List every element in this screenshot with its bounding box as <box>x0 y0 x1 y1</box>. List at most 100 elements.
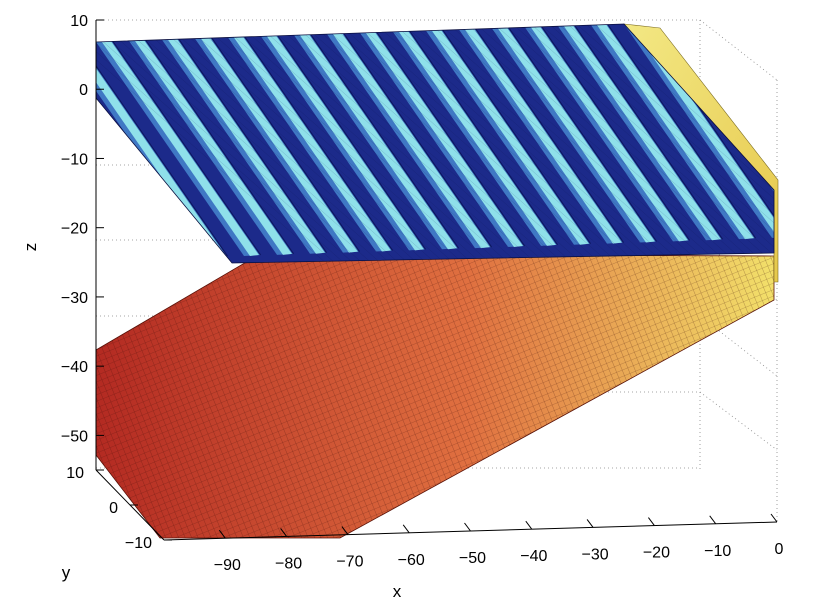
mesh-line <box>128 40 389 263</box>
x-tick-mark <box>648 517 655 526</box>
mesh-line <box>243 36 504 263</box>
ridge-edge <box>376 31 525 247</box>
ridge-edge <box>277 35 426 250</box>
mesh-line <box>498 27 759 258</box>
mesh-line <box>216 37 477 263</box>
x-tick-label: −80 <box>275 555 302 572</box>
mesh-line <box>119 40 381 263</box>
mesh-line <box>507 27 768 258</box>
z-tick-label: −30 <box>61 290 88 307</box>
mesh-line <box>96 41 337 263</box>
x-tick-label: −10 <box>704 543 731 560</box>
mesh-line <box>427 29 689 261</box>
ridge-crest <box>629 24 774 238</box>
mesh-line <box>515 26 774 258</box>
mesh-line <box>207 37 469 263</box>
z-tick-label: −10 <box>61 151 88 168</box>
y-axis-label: y <box>62 563 71 582</box>
mesh-line <box>172 38 433 263</box>
mesh-line <box>348 32 609 263</box>
mesh-line <box>524 26 774 257</box>
x-tick-label: −50 <box>459 550 486 567</box>
mesh-line <box>533 26 774 257</box>
ridge-edge <box>310 33 459 249</box>
ridge-crest <box>200 37 358 253</box>
x-tick-mark <box>525 520 533 530</box>
mesh-line <box>181 38 442 263</box>
upper-surface <box>96 24 774 263</box>
ridge-edge <box>145 39 294 255</box>
mesh-line <box>96 41 354 263</box>
ridge-crest <box>365 32 523 247</box>
ridge-crest <box>332 33 490 249</box>
z-axis-label: z <box>21 243 40 252</box>
x-tick-label: −90 <box>214 557 241 574</box>
ridge-crest <box>530 26 688 242</box>
ridge-crest <box>233 36 391 252</box>
mesh-line <box>401 30 662 262</box>
y-tick-label: −10 <box>125 535 152 552</box>
mesh-line <box>542 25 774 257</box>
mesh-line <box>96 41 345 263</box>
ridge-edge <box>343 32 492 248</box>
mesh-line <box>595 24 774 255</box>
ridge-edge <box>409 30 558 246</box>
mesh-line <box>225 36 486 263</box>
x-tick-mark <box>218 529 226 539</box>
ridge-crest <box>96 42 226 258</box>
mesh-line <box>199 37 460 263</box>
mesh-line <box>287 34 548 263</box>
ridge-edge <box>475 28 624 243</box>
x-tick-mark <box>709 515 717 525</box>
x-tick-label: 0 <box>775 541 784 558</box>
mesh-line <box>331 33 592 263</box>
ridge-crest <box>596 24 754 240</box>
z-tick-label: 10 <box>70 13 88 30</box>
mesh-line <box>111 40 372 263</box>
ridge-crest <box>101 41 259 256</box>
mesh-line <box>551 25 774 256</box>
x-tick-mark <box>770 513 778 523</box>
mesh-line <box>357 32 618 263</box>
ridge-edge <box>112 40 261 256</box>
mesh-line <box>463 28 724 259</box>
ridge-crest <box>167 38 325 254</box>
ridge-crest <box>464 28 622 244</box>
x-tick-mark <box>402 524 410 534</box>
ridge-crest <box>497 27 655 243</box>
y-axis-tick-labels: −10 0 10 <box>66 465 152 552</box>
lower-surface <box>95 253 775 539</box>
mesh-line <box>577 24 774 256</box>
ridge-crest <box>266 35 424 251</box>
mesh-line <box>445 29 706 260</box>
ridge-crest <box>398 30 556 246</box>
x-tick-label: −30 <box>582 546 609 563</box>
mesh-line <box>410 30 671 261</box>
mesh-line <box>295 34 557 263</box>
ridge-edge <box>211 37 360 252</box>
mesh-line <box>137 39 398 263</box>
mesh-line <box>339 32 601 263</box>
mesh-line <box>383 31 645 262</box>
mesh-line <box>234 36 495 263</box>
x-tick-mark <box>464 522 471 532</box>
mesh-line <box>471 28 733 259</box>
mesh-line <box>278 34 539 263</box>
ridge-crest <box>431 29 589 245</box>
ridge-edge <box>442 29 591 245</box>
x-tick-label: −60 <box>398 552 425 569</box>
ridge-crest <box>299 34 457 250</box>
mesh-line <box>190 37 451 263</box>
mesh-line <box>102 40 363 263</box>
ridge-edge <box>244 36 393 251</box>
mesh-line <box>454 28 715 260</box>
x-tick-mark <box>341 526 349 535</box>
mesh-line <box>436 29 697 260</box>
x-tick-mark <box>586 519 594 528</box>
ridge-edge <box>508 27 657 242</box>
mesh-line <box>480 28 741 259</box>
ridge-edge <box>541 26 690 241</box>
mesh-line <box>586 24 774 255</box>
mesh-line <box>146 39 407 263</box>
